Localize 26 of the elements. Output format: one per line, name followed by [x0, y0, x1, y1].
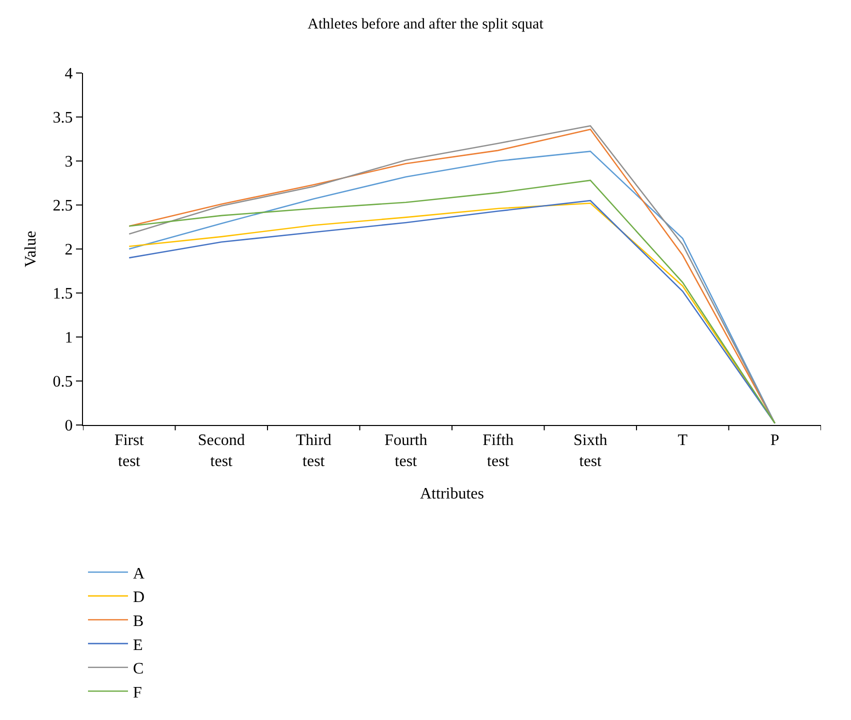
y-tick-label: 3	[64, 154, 73, 171]
y-tick-label: 2	[64, 242, 73, 259]
y-tick-label: 2.5	[52, 198, 73, 215]
y-tick-label: 3.5	[52, 110, 73, 127]
x-tick-label: Third test	[296, 432, 332, 470]
y-tick-label: 1	[64, 330, 73, 347]
y-tick-label: 4	[64, 66, 73, 83]
y-tick-label: 0	[64, 418, 73, 435]
y-tick-label: 1.5	[52, 286, 73, 303]
x-tick-label: Second test	[198, 432, 245, 470]
legend-label: E	[133, 636, 143, 654]
legend-label: C	[133, 660, 144, 678]
x-tick-label: Fourth test	[384, 432, 428, 470]
x-tick-label: First test	[114, 432, 144, 470]
legend-label: D	[133, 589, 145, 606]
x-tick-label: Sixth test	[573, 432, 608, 470]
legend-label: A	[133, 565, 145, 582]
x-tick-label: P	[770, 432, 780, 450]
y-axis-title: Value	[22, 230, 40, 268]
x-tick-label: Fifth test	[482, 432, 514, 470]
chart-title: Athletes before and after the split squat	[308, 16, 544, 32]
y-tick-label: 0.5	[52, 374, 73, 391]
legend-label: F	[133, 684, 142, 702]
x-tick-label: T	[678, 432, 688, 450]
legend-label: B	[133, 612, 144, 630]
x-axis-title: Attributes	[420, 486, 484, 503]
